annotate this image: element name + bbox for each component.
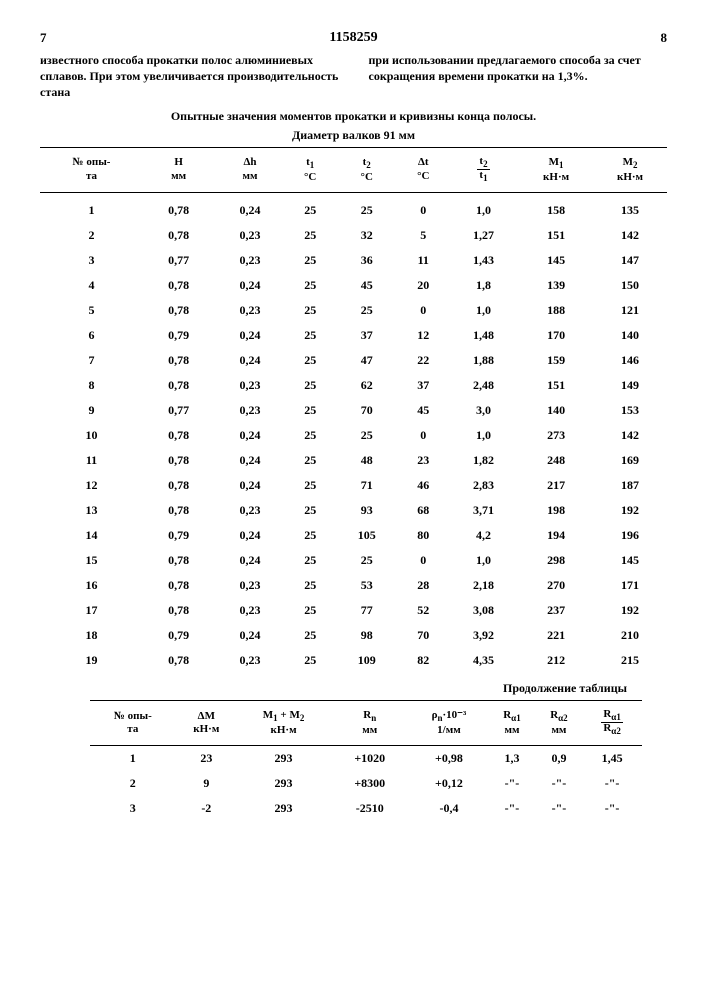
main-col-5: Δt°C xyxy=(399,147,448,192)
table-row: 50,780,23252501,0188121 xyxy=(40,298,667,323)
table-row: 70,780,242547221,88159146 xyxy=(40,348,667,373)
table-row: 40,780,242545201,8139150 xyxy=(40,273,667,298)
table-row: 20,780,23253251,27151142 xyxy=(40,223,667,248)
continuation-label: Продолжение таблицы xyxy=(40,681,627,696)
table-row: 180,790,242598703,92221210 xyxy=(40,623,667,648)
cont-col-0: № опы-та xyxy=(90,700,176,745)
table-row: 140,790,2425105804,2194196 xyxy=(40,523,667,548)
main-col-4: t2°C xyxy=(335,147,399,192)
table-row: 80,780,232562372,48151149 xyxy=(40,373,667,398)
page-left: 7 xyxy=(40,30,47,46)
para-right: при использовании предлагаемого способа … xyxy=(369,52,668,101)
table-row: 3-2293-2510-0,4-"--"--"- xyxy=(90,796,642,821)
table-caption: Опытные значения моментов прокатки и кри… xyxy=(40,109,667,124)
main-col-1: Hмм xyxy=(143,147,214,192)
cont-col-4: ρn·10⁻³1/мм xyxy=(409,700,488,745)
cont-col-6: Rα2мм xyxy=(535,700,582,745)
cont-col-7: Rα1Rα2 xyxy=(582,700,641,745)
cont-col-3: Rnмм xyxy=(330,700,409,745)
table-subcaption: Диаметр валков 91 мм xyxy=(40,128,667,143)
main-table: № опы-таHммΔhммt1°Ct2°CΔt°Ct2t1M1кН·мM2к… xyxy=(40,147,667,673)
table-row: 160,780,232553282,18270171 xyxy=(40,573,667,598)
table-row: 90,770,232570453,0140153 xyxy=(40,398,667,423)
cont-col-2: M1 + M2кН·м xyxy=(237,700,330,745)
table-row: 30,770,232536111,43145147 xyxy=(40,248,667,273)
table-row: 130,780,232593683,71198192 xyxy=(40,498,667,523)
table-row: 190,780,2325109824,35212215 xyxy=(40,648,667,673)
intro-paragraph: известного способа прокатки полос алюмин… xyxy=(40,52,667,101)
table-row: 60,790,242537121,48170140 xyxy=(40,323,667,348)
table-row: 10,780,24252501,0158135 xyxy=(40,192,667,223)
main-col-3: t1°C xyxy=(286,147,335,192)
page-right: 8 xyxy=(660,30,667,46)
main-col-7: M1кН·м xyxy=(519,147,593,192)
page-header: 7 1158259 8 xyxy=(40,30,667,46)
table-row: 123293+1020+0,981,30,91,45 xyxy=(90,745,642,771)
cont-col-1: ΔMкН·м xyxy=(176,700,237,745)
table-row: 100,780,24252501,0273142 xyxy=(40,423,667,448)
continuation-table: № опы-таΔMкН·мM1 + M2кН·мRnммρn·10⁻³1/мм… xyxy=(90,700,642,821)
doc-number: 1158259 xyxy=(329,30,377,46)
main-col-2: Δhмм xyxy=(214,147,285,192)
table-row: 120,780,242571462,83217187 xyxy=(40,473,667,498)
table-row: 170,780,232577523,08237192 xyxy=(40,598,667,623)
main-col-8: M2кН·м xyxy=(593,147,667,192)
para-left: известного способа прокатки полос алюмин… xyxy=(40,52,339,101)
main-col-6: t2t1 xyxy=(448,147,519,192)
cont-col-5: Rα1мм xyxy=(488,700,535,745)
table-row: 110,780,242548231,82248169 xyxy=(40,448,667,473)
table-row: 150,780,24252501,0298145 xyxy=(40,548,667,573)
table-row: 29293+8300+0,12-"--"--"- xyxy=(90,771,642,796)
main-col-0: № опы-та xyxy=(40,147,143,192)
